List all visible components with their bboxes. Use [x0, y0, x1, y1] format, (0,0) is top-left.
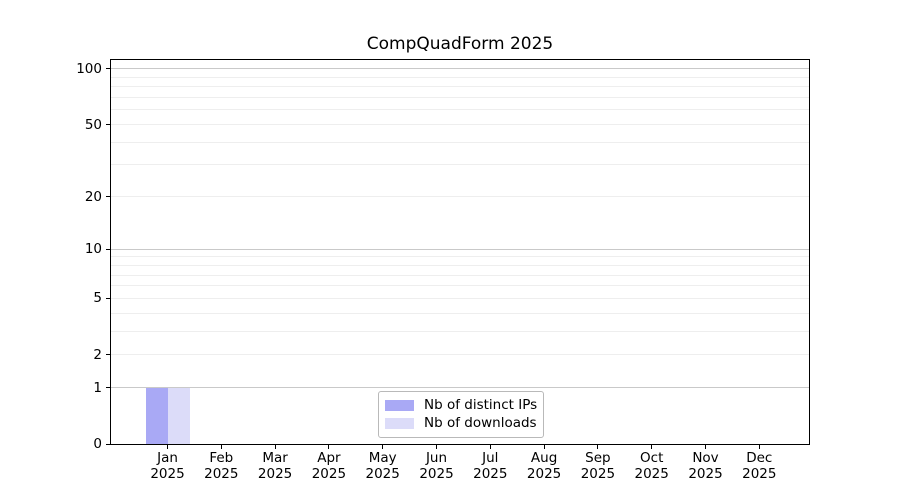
gridline-minor [111, 312, 809, 314]
gridline-decade [111, 68, 809, 70]
y-axis-tick [106, 354, 110, 356]
y-axis-tick-label: 0 [93, 436, 102, 452]
gridline-minor [111, 330, 809, 332]
y-axis-tick-label: 5 [93, 290, 102, 307]
x-axis-tick [382, 445, 384, 449]
legend-label-downloads: Nb of downloads [424, 415, 537, 431]
legend-label-distinct-ips: Nb of distinct IPs [424, 397, 538, 413]
gridline-minor [111, 76, 809, 78]
x-axis-tick [328, 445, 330, 449]
plot-area: Nb of distinct IPs Nb of downloads [110, 59, 810, 445]
gridline-minor [111, 164, 809, 166]
x-axis-tick [436, 445, 437, 449]
x-axis-tick-label: Apr 2025 [311, 450, 347, 482]
gridline-decade [111, 387, 809, 389]
y-axis-tick-label: 2 [93, 346, 102, 363]
y-axis-tick [106, 196, 110, 198]
x-axis-tick-label: Nov 2025 [688, 450, 723, 482]
y-axis-tick-label: 1 [93, 379, 102, 396]
legend-entry-distinct-ips: Nb of distinct IPs [385, 396, 538, 414]
y-axis-tick [106, 248, 110, 250]
y-axis-tick-label: 100 [76, 60, 102, 77]
legend-swatch-downloads [385, 417, 414, 429]
chart-title: CompQuadForm 2025 [366, 34, 554, 54]
gridline-decade [111, 248, 809, 250]
x-axis-tick-label: Jul 2025 [473, 450, 508, 482]
y-axis-tick [106, 68, 110, 70]
x-axis-tick [220, 445, 222, 449]
y-axis-tick-label: 10 [84, 241, 102, 258]
y-axis-tick [106, 443, 110, 445]
legend-entry-downloads: Nb of downloads [385, 414, 537, 432]
legend: Nb of distinct IPs Nb of downloads [378, 391, 544, 438]
y-axis-tick [106, 297, 110, 299]
gridline-minor [111, 109, 809, 111]
x-axis-tick [705, 445, 706, 449]
x-axis-tick [167, 445, 168, 449]
y-axis-tick-label: 20 [84, 188, 102, 205]
x-axis-tick-label: Mar 2025 [257, 450, 293, 482]
gridline-minor [111, 196, 809, 198]
x-axis-tick-label: Jan 2025 [150, 450, 185, 482]
gridline-minor [111, 264, 809, 266]
x-axis-tick-label: Aug 2025 [526, 450, 562, 482]
x-axis-tick [651, 445, 653, 449]
x-axis-tick [489, 445, 491, 449]
gridline-minor [111, 354, 809, 356]
x-axis-tick-label: Oct 2025 [634, 450, 669, 482]
x-axis-tick-label: Sep 2025 [580, 450, 616, 482]
gridline-minor [111, 256, 809, 258]
gridline-minor [111, 274, 809, 276]
x-axis-tick-label: May 2025 [365, 450, 400, 482]
y-axis-tick-label: 50 [84, 116, 102, 133]
legend-swatch-distinct-ips [385, 399, 414, 411]
y-axis-tick [106, 124, 110, 125]
gridline-minor [111, 97, 809, 99]
gridline-minor [111, 86, 809, 88]
gridline-minor [111, 285, 809, 287]
x-axis-tick [543, 445, 545, 449]
bar-distinct-ips-jan [145, 387, 168, 444]
x-axis-tick-label: Jun 2025 [419, 450, 454, 482]
gridline-minor [111, 124, 809, 125]
x-axis-tick [758, 445, 760, 449]
y-axis-tick [106, 387, 110, 389]
x-axis-tick [274, 445, 276, 449]
gridline-minor [111, 141, 809, 143]
x-axis-tick [597, 445, 599, 449]
bar-downloads-jan [167, 387, 190, 444]
x-axis-tick-label: Feb 2025 [204, 450, 239, 482]
x-axis-tick-label: Dec 2025 [742, 450, 777, 482]
gridline-minor [111, 297, 809, 299]
